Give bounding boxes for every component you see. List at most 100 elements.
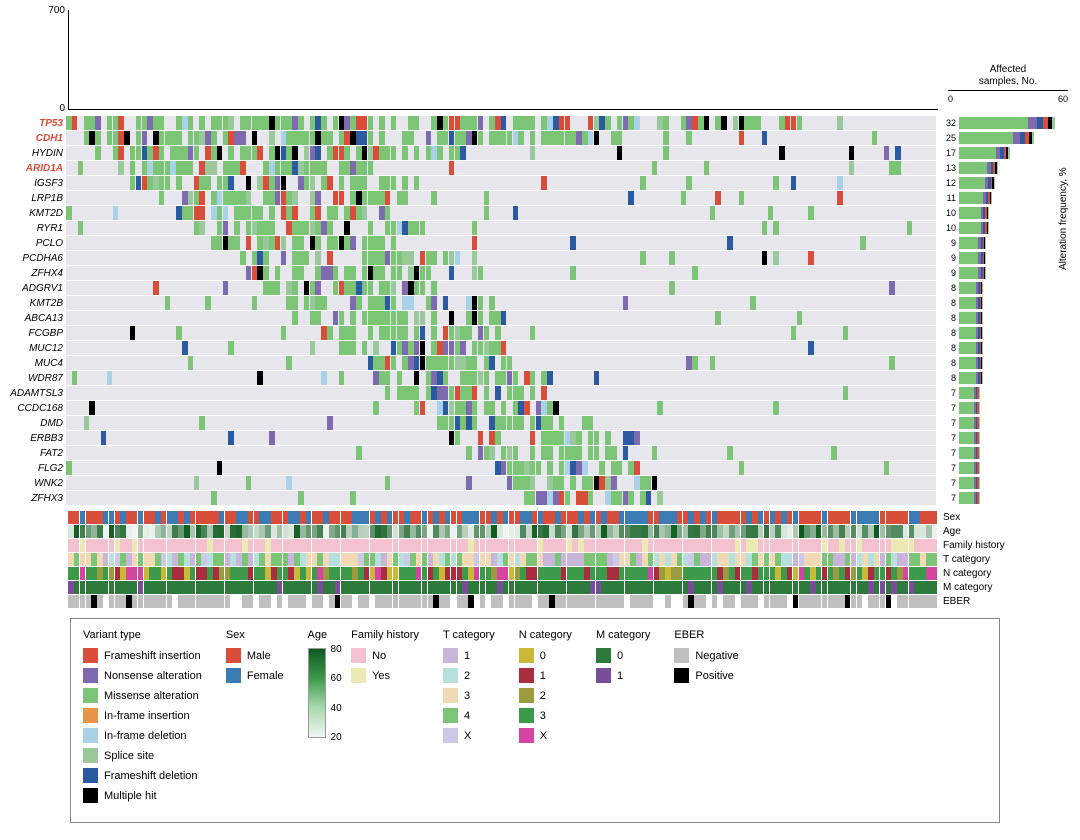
gene-cells <box>66 266 936 280</box>
gene-label: MUC4 <box>10 358 66 369</box>
legend-label: 1 <box>540 670 546 682</box>
gene-label: HYDIN <box>10 148 66 159</box>
gene-row: WDR87 8 <box>10 371 1070 385</box>
freq-label: 7 <box>936 493 956 503</box>
gene-label: IGSF3 <box>10 178 66 189</box>
legend-label: 1 <box>464 650 470 662</box>
legend-swatch <box>674 668 689 683</box>
freq-bar <box>959 192 1067 204</box>
freq-label: 8 <box>936 328 956 338</box>
gene-row: ARID1A 13 <box>10 161 1070 175</box>
clinical-label: EBER <box>938 596 970 607</box>
clinical-label: T category <box>938 554 990 565</box>
gene-label: ARID1A <box>10 163 66 174</box>
freq-label: 10 <box>936 223 956 233</box>
freq-label: 25 <box>936 133 956 143</box>
freq-label: 13 <box>936 163 956 173</box>
legend-fam-header: Family history <box>351 629 419 641</box>
legend-swatch <box>83 708 98 723</box>
right-chart-title: Affected samples, No. <box>948 64 1068 88</box>
freq-label: 8 <box>936 283 956 293</box>
age-tick: 80 <box>331 644 342 655</box>
freq-bar <box>959 417 1067 429</box>
freq-bar <box>959 447 1067 459</box>
clinical-row: EBER <box>10 595 1070 608</box>
freq-label: 8 <box>936 373 956 383</box>
clinical-tracks: SexAgeFamily historyT categoryN category… <box>10 511 1070 608</box>
legend-swatch <box>519 728 534 743</box>
legend-label: 0 <box>617 650 623 662</box>
gene-label: ABCA13 <box>10 313 66 324</box>
top-ytick-min: 0 <box>41 103 65 114</box>
gene-row: LRP1B11 <box>10 191 1070 205</box>
legend-label: Frameshift deletion <box>104 770 198 782</box>
gene-cells <box>66 476 936 490</box>
legend-swatch <box>519 648 534 663</box>
freq-bar <box>959 252 1067 264</box>
age-tick: 60 <box>331 673 342 684</box>
right-chart-axis: 0 60 <box>948 90 1068 108</box>
age-tick: 40 <box>331 703 342 714</box>
freq-label: 8 <box>936 298 956 308</box>
legend-item: X <box>443 728 495 743</box>
clinical-row: T category <box>10 553 1070 566</box>
gene-cells <box>66 311 936 325</box>
gene-cells <box>66 296 936 310</box>
gene-label: TP53 <box>10 118 66 129</box>
gene-cells <box>66 251 936 265</box>
legend-item: Female <box>226 668 284 683</box>
clinical-label: Age <box>938 526 961 537</box>
gene-label: DMD <box>10 418 66 429</box>
gene-label: CCDC168 <box>10 403 66 414</box>
freq-label: 7 <box>936 448 956 458</box>
clinical-label: Sex <box>938 512 960 523</box>
gene-cells <box>66 371 936 385</box>
legend-sex-col: Sex MaleFemale <box>226 629 284 812</box>
gene-label: ADGRV1 <box>10 283 66 294</box>
legend-swatch <box>443 648 458 663</box>
freq-bar <box>959 357 1067 369</box>
legend-panel: Variant type Frameshift insertionNonsens… <box>70 618 1000 823</box>
freq-bar <box>959 312 1067 324</box>
legend-m-col: M category 0 1 <box>596 629 650 812</box>
legend-swatch <box>443 668 458 683</box>
gene-cells <box>66 146 936 160</box>
gene-cells <box>66 431 936 445</box>
clinical-label: N category <box>938 568 991 579</box>
gene-cells <box>66 221 936 235</box>
legend-age-col: Age 80604020 <box>308 629 328 812</box>
freq-label: 8 <box>936 343 956 353</box>
legend-label: 2 <box>540 690 546 702</box>
freq-bar <box>959 387 1067 399</box>
freq-label: 9 <box>936 253 956 263</box>
legend-label: In-frame deletion <box>104 730 187 742</box>
legend-item: Male <box>226 648 284 663</box>
legend-label: 3 <box>464 690 470 702</box>
freq-bar <box>959 132 1067 144</box>
legend-label: No <box>372 650 386 662</box>
legend-swatch <box>83 788 98 803</box>
legend-n-col: N category 0123X <box>519 629 572 812</box>
legend-item: Negative <box>674 648 738 663</box>
top-mutation-count-chart: 700 0 <box>68 10 938 110</box>
freq-bar <box>959 282 1067 294</box>
freq-label: 9 <box>936 268 956 278</box>
freq-label: 7 <box>936 463 956 473</box>
gene-row: CDH125 <box>10 131 1070 145</box>
legend-label: Frameshift insertion <box>104 650 201 662</box>
gene-row: KMT2D10 <box>10 206 1070 220</box>
legend-item: Frameshift insertion <box>83 648 202 663</box>
legend-label: Multiple hit <box>104 790 157 802</box>
gene-cells <box>66 236 936 250</box>
legend-swatch <box>674 648 689 663</box>
gene-cells <box>66 206 936 220</box>
gene-label: LRP1B <box>10 193 66 204</box>
oncoprint-figure: 700 0 Affected samples, No. 0 60 Alterat… <box>10 10 1070 609</box>
legend-m-header: M category <box>596 629 650 641</box>
gene-row: PCDHA69 <box>10 251 1070 265</box>
legend-item: 3 <box>443 688 495 703</box>
legend-item: 4 <box>443 708 495 723</box>
legend-item: 1 <box>596 668 650 683</box>
gene-label: WDR87 <box>10 373 66 384</box>
freq-bar <box>959 162 1067 174</box>
